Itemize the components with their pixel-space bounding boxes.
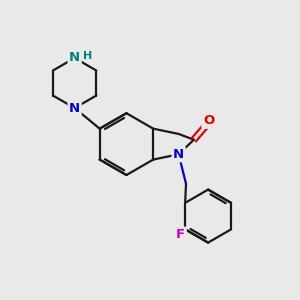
Text: N: N xyxy=(173,148,184,161)
Text: N: N xyxy=(69,101,80,115)
Text: N: N xyxy=(69,52,80,64)
Text: H: H xyxy=(83,51,92,61)
Text: F: F xyxy=(176,228,185,241)
Text: O: O xyxy=(203,114,214,127)
